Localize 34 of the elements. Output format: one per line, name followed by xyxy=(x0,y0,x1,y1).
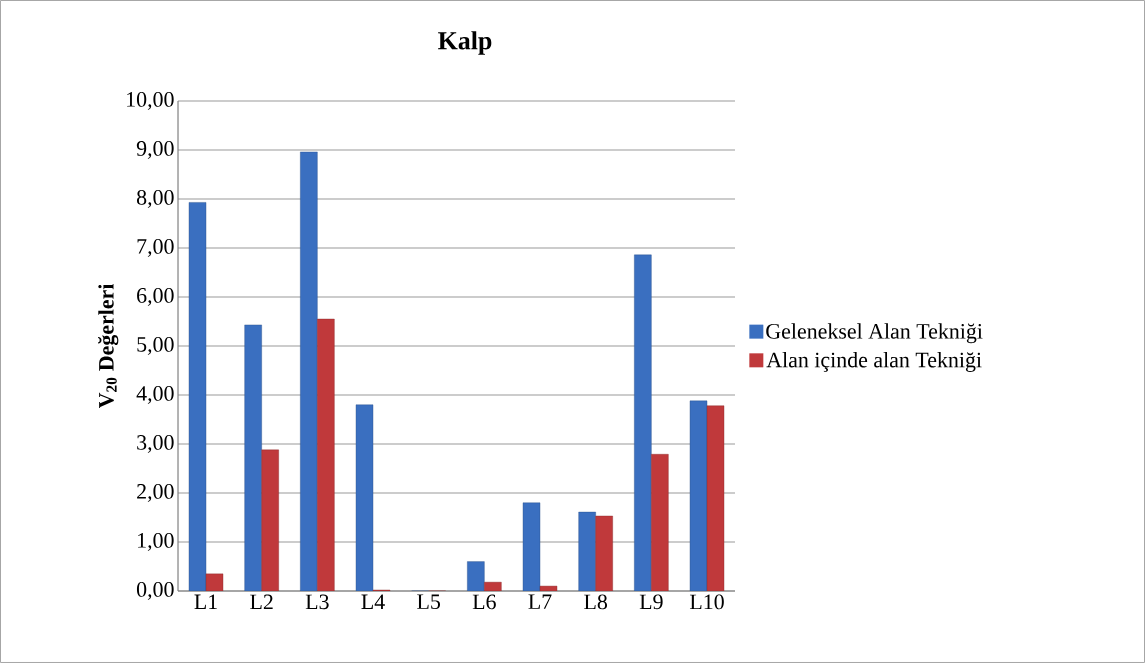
bar xyxy=(317,318,335,591)
x-tick-label: L9 xyxy=(639,594,663,610)
x-tick-label: L1 xyxy=(194,594,217,609)
x-tick-label: L10 xyxy=(689,594,724,610)
bar xyxy=(634,254,652,591)
y-tick-label: 2,00 xyxy=(137,484,174,502)
y-tick-label: 8,00 xyxy=(136,190,174,208)
chart-title: Kalp xyxy=(438,31,492,55)
y-tick-label: 6,00 xyxy=(137,288,174,306)
y-tick-label: 5,00 xyxy=(137,337,174,355)
y-tick-label: 3,00 xyxy=(137,435,174,453)
bar xyxy=(244,324,262,591)
bar xyxy=(300,151,318,591)
legend-label: Alan içinde alan Tekniği xyxy=(766,351,982,372)
bar xyxy=(595,515,613,591)
x-tick-label: L4 xyxy=(361,594,385,609)
y-tick-label: 1,00 xyxy=(138,533,174,551)
x-tick-label: L3 xyxy=(305,594,329,610)
x-tick-label: L5 xyxy=(417,594,440,610)
x-tick-label: L6 xyxy=(472,594,496,610)
y-tick-label: 0,00 xyxy=(136,582,174,600)
bar xyxy=(578,511,596,591)
x-tick-label: L7 xyxy=(528,594,552,609)
y-tick-label: 10,00 xyxy=(127,92,174,110)
x-tick-label: L8 xyxy=(584,594,608,610)
y-tick-label: 4,00 xyxy=(136,386,174,404)
legend-label: Geleneksel Alan Tekniği xyxy=(766,323,983,344)
bar xyxy=(261,449,279,591)
x-tick-label: L2 xyxy=(250,594,273,610)
y-tick-label: 9,00 xyxy=(136,141,174,159)
y-tick-label: 7,00 xyxy=(137,239,174,257)
y-axis-title: V$_{20}$ Değerleri xyxy=(98,283,119,409)
bar xyxy=(467,561,485,591)
bar xyxy=(651,454,669,591)
